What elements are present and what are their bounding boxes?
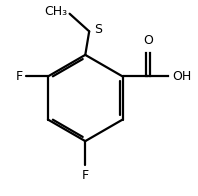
Text: S: S <box>94 23 102 36</box>
Text: CH₃: CH₃ <box>45 5 68 18</box>
Text: O: O <box>143 34 153 47</box>
Text: F: F <box>82 169 89 182</box>
Text: OH: OH <box>173 70 192 83</box>
Text: F: F <box>16 70 23 83</box>
